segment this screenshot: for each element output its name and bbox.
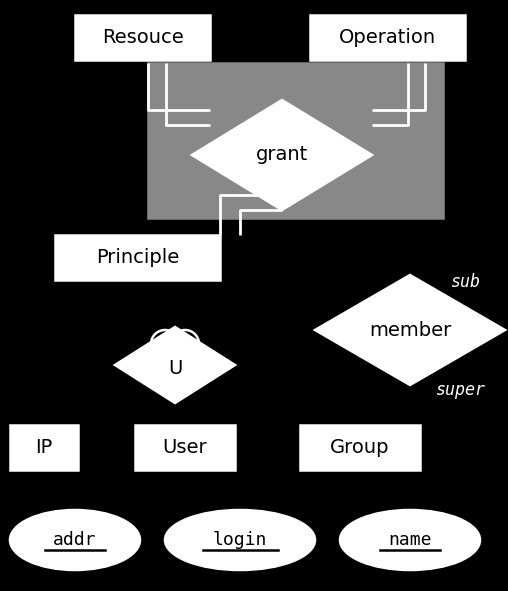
Polygon shape — [315, 275, 505, 385]
Bar — [10, 425, 78, 470]
Bar — [135, 425, 235, 470]
Text: login: login — [213, 531, 267, 549]
Text: Resouce: Resouce — [102, 28, 183, 47]
Bar — [310, 15, 465, 60]
Bar — [55, 235, 220, 280]
Text: sub: sub — [450, 273, 480, 291]
Ellipse shape — [165, 510, 315, 570]
Text: IP: IP — [36, 438, 53, 457]
Text: U: U — [168, 359, 182, 378]
Text: name: name — [388, 531, 432, 549]
Ellipse shape — [10, 510, 140, 570]
Ellipse shape — [340, 510, 480, 570]
Bar — [300, 425, 420, 470]
Polygon shape — [192, 100, 372, 210]
Text: Principle: Principle — [96, 248, 179, 267]
Polygon shape — [115, 327, 235, 403]
Text: super: super — [435, 381, 485, 399]
Text: member: member — [369, 320, 451, 339]
Text: Operation: Operation — [339, 28, 436, 47]
Bar — [148, 63, 443, 218]
Text: User: User — [163, 438, 207, 457]
Bar — [75, 15, 210, 60]
Text: Group: Group — [330, 438, 390, 457]
Text: grant: grant — [256, 145, 308, 164]
Text: addr: addr — [53, 531, 97, 549]
